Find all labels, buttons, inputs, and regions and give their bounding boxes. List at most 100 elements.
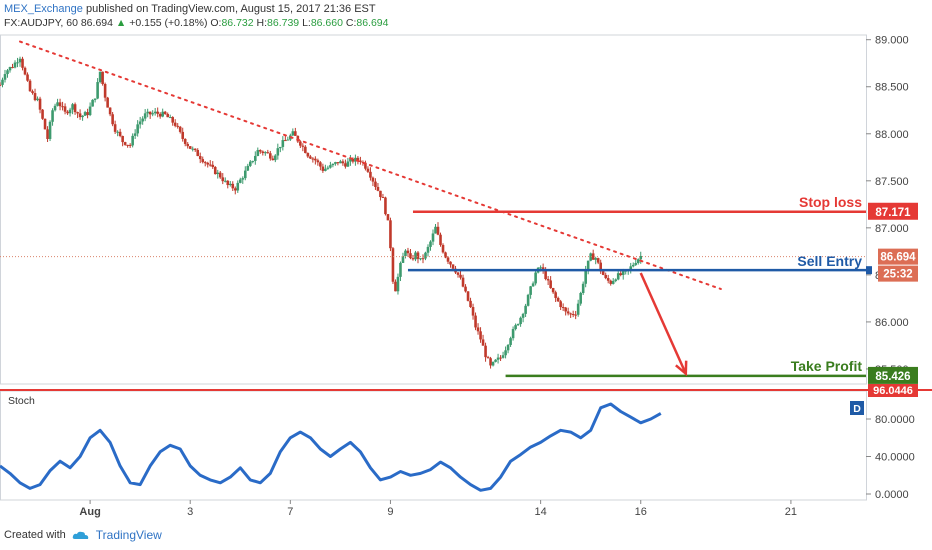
candle-body bbox=[606, 278, 610, 281]
candle-body bbox=[504, 350, 507, 356]
candle-body bbox=[534, 272, 537, 284]
candle-body bbox=[364, 162, 367, 169]
candle-body bbox=[228, 183, 232, 186]
candle-body bbox=[158, 113, 162, 117]
price-tick-label: 89.000 bbox=[875, 35, 909, 47]
candle-body bbox=[324, 168, 327, 171]
candle-body bbox=[274, 155, 277, 161]
candle-body bbox=[374, 181, 377, 187]
candle-body bbox=[223, 180, 227, 182]
candle-body bbox=[231, 183, 235, 189]
candle-body bbox=[579, 293, 582, 304]
candle-body bbox=[576, 303, 580, 315]
stoch-title: Stoch bbox=[8, 395, 35, 407]
publisher-link[interactable]: MEX_Exchange bbox=[4, 3, 83, 15]
up-triangle-icon: ▲ bbox=[115, 17, 127, 29]
candle-body bbox=[471, 307, 475, 316]
candle-body bbox=[76, 112, 79, 114]
candle-body bbox=[609, 280, 613, 284]
footer: Created with TradingView bbox=[4, 528, 162, 542]
candle-body bbox=[58, 102, 62, 107]
candle-body bbox=[616, 273, 620, 280]
candle-body bbox=[349, 158, 352, 162]
stoch-overbought-label: 96.0446 bbox=[873, 385, 913, 397]
candle-body bbox=[186, 143, 190, 147]
candle-body bbox=[391, 248, 395, 282]
candle-body bbox=[11, 67, 14, 69]
high-value: 86.739 bbox=[267, 17, 300, 29]
candle-body bbox=[118, 131, 122, 136]
candle-body bbox=[614, 279, 618, 281]
candle-body bbox=[584, 270, 587, 284]
candle-body bbox=[389, 220, 392, 249]
candle-body bbox=[619, 273, 623, 276]
candle-body bbox=[489, 358, 492, 366]
candle-body bbox=[431, 233, 435, 242]
candle-body bbox=[586, 260, 590, 271]
candle-body bbox=[424, 252, 427, 259]
candle-body bbox=[181, 131, 185, 139]
candle-body bbox=[121, 135, 124, 143]
candle-body bbox=[514, 325, 517, 330]
candle-body bbox=[481, 339, 485, 346]
candle-body bbox=[198, 156, 202, 160]
candle-body bbox=[38, 98, 42, 110]
candle-body bbox=[394, 281, 397, 292]
candle-body bbox=[73, 104, 77, 113]
candle-body bbox=[281, 140, 285, 147]
candle-body bbox=[531, 283, 535, 287]
low-label: L: bbox=[302, 17, 311, 29]
price-pane-frame bbox=[0, 34, 867, 385]
candle-body bbox=[396, 276, 400, 292]
time-tick-label: 9 bbox=[387, 506, 393, 518]
candle-body bbox=[314, 158, 317, 161]
candle-body bbox=[406, 250, 410, 254]
candle-body bbox=[98, 71, 102, 83]
take-profit-price-tag bbox=[868, 366, 918, 384]
candle-body bbox=[253, 155, 257, 161]
candle-body bbox=[68, 109, 72, 114]
candle-body bbox=[301, 145, 305, 147]
candle-body bbox=[621, 271, 625, 276]
take-profit-price-label: 85.426 bbox=[875, 371, 910, 383]
candle-body bbox=[559, 301, 562, 308]
stoch-d-badge bbox=[850, 401, 864, 415]
candle-body bbox=[236, 182, 240, 191]
candle-body bbox=[441, 244, 445, 253]
candle-body bbox=[484, 345, 487, 358]
candle-body bbox=[111, 114, 114, 125]
candle-body bbox=[334, 162, 337, 164]
published-text: published on TradingView.com, August 15,… bbox=[85, 3, 376, 15]
candle-body bbox=[594, 258, 597, 260]
candle-body bbox=[108, 107, 112, 115]
candle-body bbox=[193, 148, 197, 151]
candle-body bbox=[284, 140, 287, 142]
candle-body bbox=[319, 162, 322, 167]
sell-arrow-head-icon bbox=[675, 360, 688, 377]
stoch-overbought-tag bbox=[868, 384, 918, 397]
candle-body bbox=[78, 113, 82, 118]
candle-body bbox=[434, 226, 437, 234]
sell-entry-tag-icon bbox=[866, 266, 872, 275]
candle-body bbox=[178, 126, 182, 132]
candle-body bbox=[126, 144, 129, 146]
candle-body bbox=[146, 111, 149, 114]
candle-body bbox=[369, 171, 372, 178]
candle-body bbox=[321, 166, 325, 171]
candle-body bbox=[6, 70, 9, 75]
current-price-label: 86.694 bbox=[880, 252, 916, 264]
candle-body bbox=[128, 144, 132, 146]
candle-body bbox=[33, 93, 37, 101]
symbol-label: FX:AUDJPY, 60 bbox=[4, 17, 78, 29]
tradingview-brand[interactable]: TradingView bbox=[95, 528, 162, 542]
candle-body bbox=[3, 74, 7, 80]
candle-body bbox=[264, 152, 267, 154]
candle-body bbox=[494, 359, 497, 362]
candle-body bbox=[611, 280, 615, 284]
candle-body bbox=[461, 277, 465, 287]
candle-body bbox=[591, 253, 595, 260]
candle-body bbox=[26, 74, 29, 81]
price-tick-label: 88.000 bbox=[875, 129, 909, 141]
time-tick-label: 3 bbox=[187, 506, 193, 518]
